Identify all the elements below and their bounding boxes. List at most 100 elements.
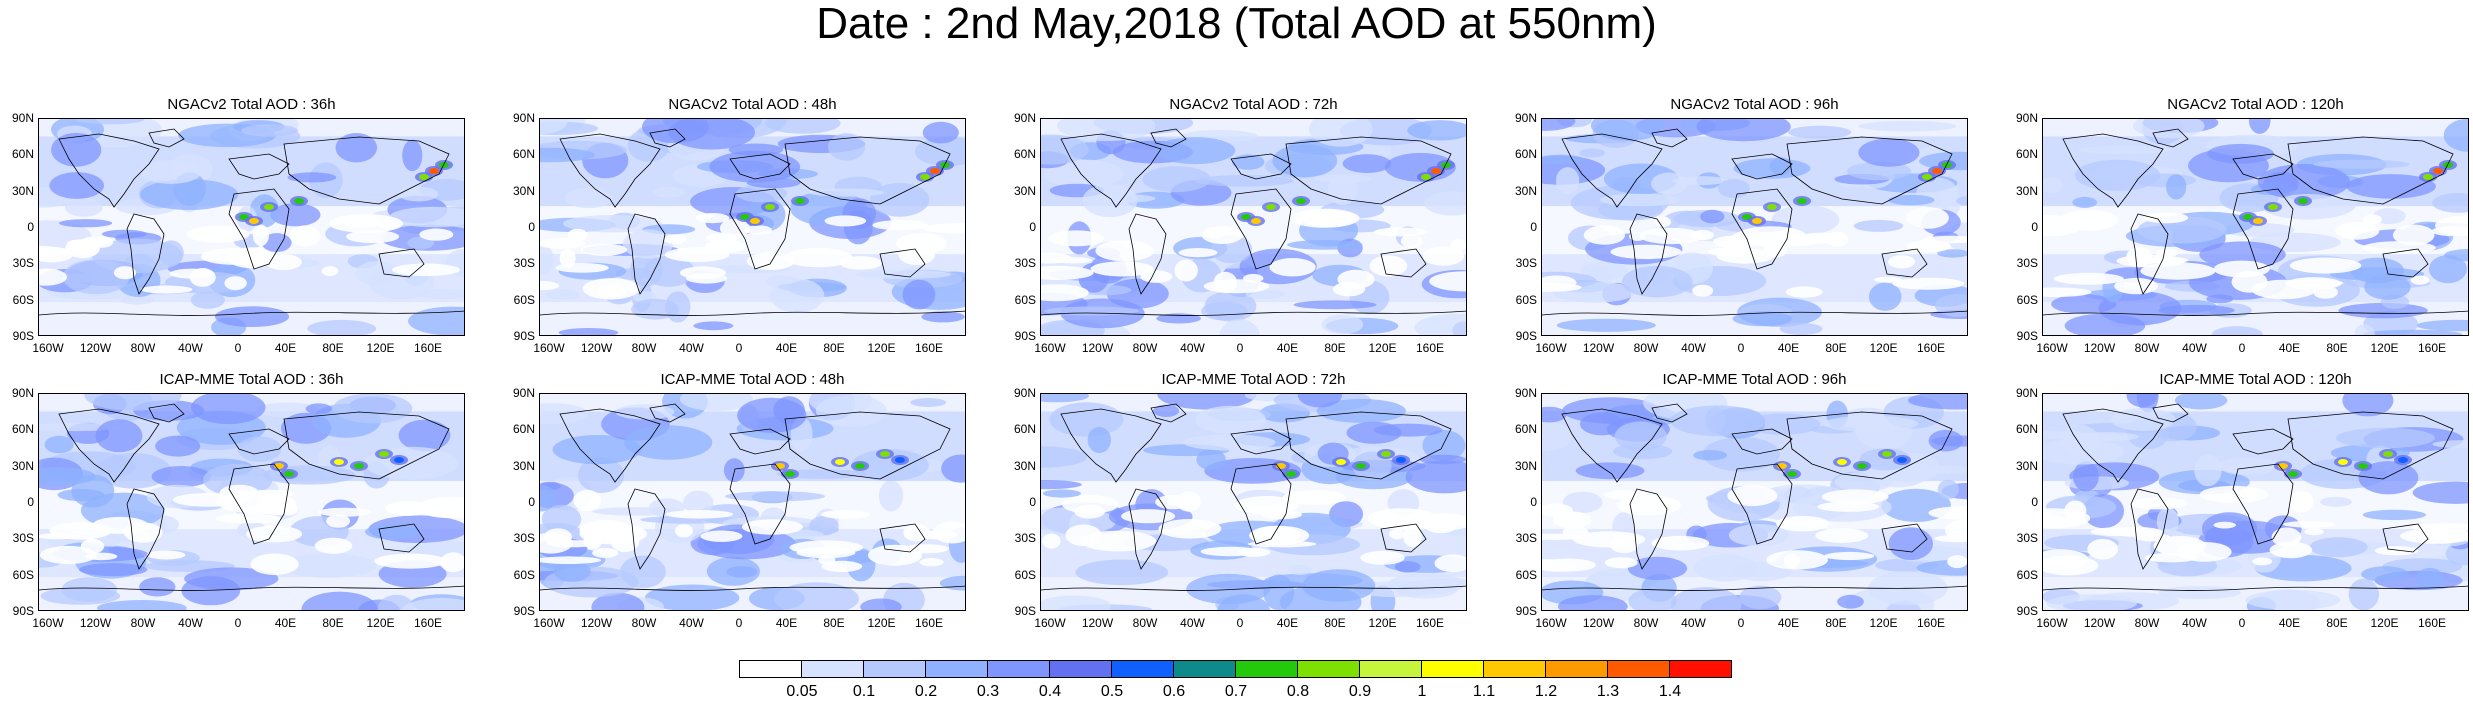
colorbar-swatch: [1669, 660, 1732, 678]
longitude-tick-label: 80E: [1324, 616, 1346, 630]
colorbar-tick-label: 0.9: [1348, 683, 1372, 700]
colorbar-tick-label: 1.4: [1658, 683, 1682, 700]
longitude-tick-label: 40E: [1777, 341, 1800, 355]
latitude-tick-label: 60S: [513, 292, 535, 307]
longitude-tick-label: 40E: [775, 616, 798, 630]
longitude-tick-label: 80E: [823, 616, 845, 630]
longitude-tick-label: 120E: [1368, 341, 1397, 355]
latitude-tick-label: 60S: [2016, 567, 2038, 582]
longitude-tick-label: 120W: [2083, 341, 2116, 355]
latitude-tick-label: 60N: [1514, 422, 1537, 437]
longitude-tick-label: 80E: [1825, 341, 1847, 355]
latitude-tick-label: 90S: [12, 329, 34, 343]
latitude-tick-label: 0: [1530, 220, 1537, 234]
longitude-tick-label: 160E: [413, 341, 443, 355]
longitude-tick-label: 40E: [2278, 341, 2301, 355]
longitude-tick-label: 120W: [580, 616, 613, 630]
longitude-tick-label: 80W: [2134, 341, 2160, 355]
colorbar-swatch: [1297, 660, 1360, 678]
longitude-tick-label: 0: [1737, 341, 1745, 355]
longitude-tick-label: 160E: [1415, 616, 1445, 630]
longitude-tick-label: 80E: [322, 616, 344, 630]
map-panel-row1-col1: NGACv2 Total AOD : 36h 90N 60N 30N 0 30S 60S 90…: [12, 96, 465, 355]
longitude-tick-label: 0: [1236, 616, 1244, 630]
panel-title: NGACv2 Total AOD : 48h: [668, 96, 837, 113]
latitude-tick-label: 90N: [1013, 386, 1036, 400]
latitude-tick-label: 0: [1029, 220, 1036, 234]
map-panel-row1-col3: NGACv2 Total AOD : 72h 90N 60N 30N 0 30S 60S 90…: [1014, 96, 1467, 355]
longitude-tick-label: 80E: [823, 341, 845, 355]
longitude-tick-label: 120E: [867, 341, 896, 355]
longitude-tick-label: 120E: [366, 341, 395, 355]
longitude-tick-label: 160W: [32, 616, 64, 630]
colorbar-tick-label: 1.3: [1596, 683, 1620, 700]
aod-map: [1541, 118, 1968, 336]
longitude-tick-label: 40W: [178, 616, 203, 630]
latitude-tick-label: 90S: [2016, 604, 2038, 618]
latitude-tick-label: 90N: [2015, 386, 2038, 400]
latitude-tick-label: 60N: [512, 147, 535, 162]
latitude-tick-label: 90N: [512, 111, 535, 125]
colorbar-swatch: [1421, 660, 1484, 678]
longitude-tick-label: 80E: [322, 341, 344, 355]
latitude-tick-label: 30N: [1013, 183, 1036, 198]
latitude-tick-label: 60S: [2016, 292, 2038, 307]
latitude-tick-label: 60N: [1013, 147, 1036, 162]
latitude-tick-label: 60N: [1013, 422, 1036, 437]
colorbar-swatch: [1235, 660, 1298, 678]
latitude-tick-label: 0: [1029, 495, 1036, 509]
longitude-tick-label: 160W: [533, 616, 565, 630]
longitude-tick-label: 160E: [914, 616, 944, 630]
longitude-tick-label: 160E: [1415, 341, 1445, 355]
latitude-tick-label: 30S: [1014, 531, 1036, 546]
longitude-tick-label: 0: [1737, 616, 1745, 630]
latitude-tick-label: 90N: [1514, 111, 1537, 125]
longitude-tick-label: 120W: [1081, 341, 1114, 355]
aod-map: [2042, 118, 2469, 336]
longitude-tick-label: 120E: [2370, 341, 2399, 355]
colorbar-tick-label: 0.8: [1286, 683, 1310, 700]
longitude-tick-label: 80W: [631, 341, 657, 355]
map-panel-row2-col2: ICAP-MME Total AOD : 48h 90N 60N 30N 0 30S 60S…: [513, 371, 966, 630]
map-panel-row2-col1: ICAP-MME Total AOD : 36h 90N 60N 30N 0 30S 60S…: [12, 371, 465, 630]
longitude-tick-label: 40W: [2182, 616, 2207, 630]
longitude-tick-label: 0: [1236, 341, 1244, 355]
colorbar-tick-label: 0.4: [1038, 683, 1062, 700]
latitude-tick-label: 90N: [1013, 111, 1036, 125]
longitude-tick-label: 120E: [1869, 341, 1898, 355]
longitude-tick-label: 160W: [2036, 341, 2068, 355]
panel-title: NGACv2 Total AOD : 36h: [167, 96, 336, 113]
longitude-tick-label: 40E: [1276, 616, 1299, 630]
latitude-tick-label: 90S: [513, 329, 535, 343]
latitude-tick-label: 30N: [2015, 183, 2038, 198]
longitude-tick-label: 40W: [2182, 341, 2207, 355]
longitude-tick-label: 120E: [1869, 616, 1898, 630]
longitude-tick-label: 80E: [2326, 616, 2348, 630]
colorbar-swatch: [1545, 660, 1608, 678]
colorbar-swatch: [739, 660, 802, 678]
latitude-tick-label: 0: [2031, 220, 2038, 234]
colorbar-tick-label: 0.2: [914, 683, 938, 700]
longitude-tick-label: 40W: [1681, 341, 1706, 355]
longitude-tick-label: 80W: [631, 616, 657, 630]
longitude-tick-label: 160E: [1916, 616, 1946, 630]
longitude-tick-label: 40W: [1180, 341, 1205, 355]
latitude-tick-label: 30N: [1514, 183, 1537, 198]
latitude-tick-label: 60N: [11, 422, 34, 437]
longitude-tick-label: 80E: [1825, 616, 1847, 630]
latitude-tick-label: 90N: [512, 386, 535, 400]
colorbar-tick-label: 1: [1417, 683, 1427, 700]
longitude-tick-label: 80W: [130, 616, 156, 630]
longitude-tick-label: 40W: [679, 616, 704, 630]
longitude-tick-label: 80W: [130, 341, 156, 355]
longitude-tick-label: 40W: [1681, 616, 1706, 630]
longitude-tick-label: 160E: [914, 341, 944, 355]
longitude-tick-label: 0: [234, 341, 242, 355]
latitude-tick-label: 30N: [11, 458, 34, 473]
latitude-tick-label: 90S: [1014, 604, 1036, 618]
latitude-tick-label: 30S: [2016, 256, 2038, 271]
latitude-tick-label: 30S: [513, 256, 535, 271]
colorbar-swatch: [863, 660, 926, 678]
longitude-tick-label: 160W: [1034, 341, 1066, 355]
panel-title: ICAP-MME Total AOD : 48h: [660, 371, 845, 388]
